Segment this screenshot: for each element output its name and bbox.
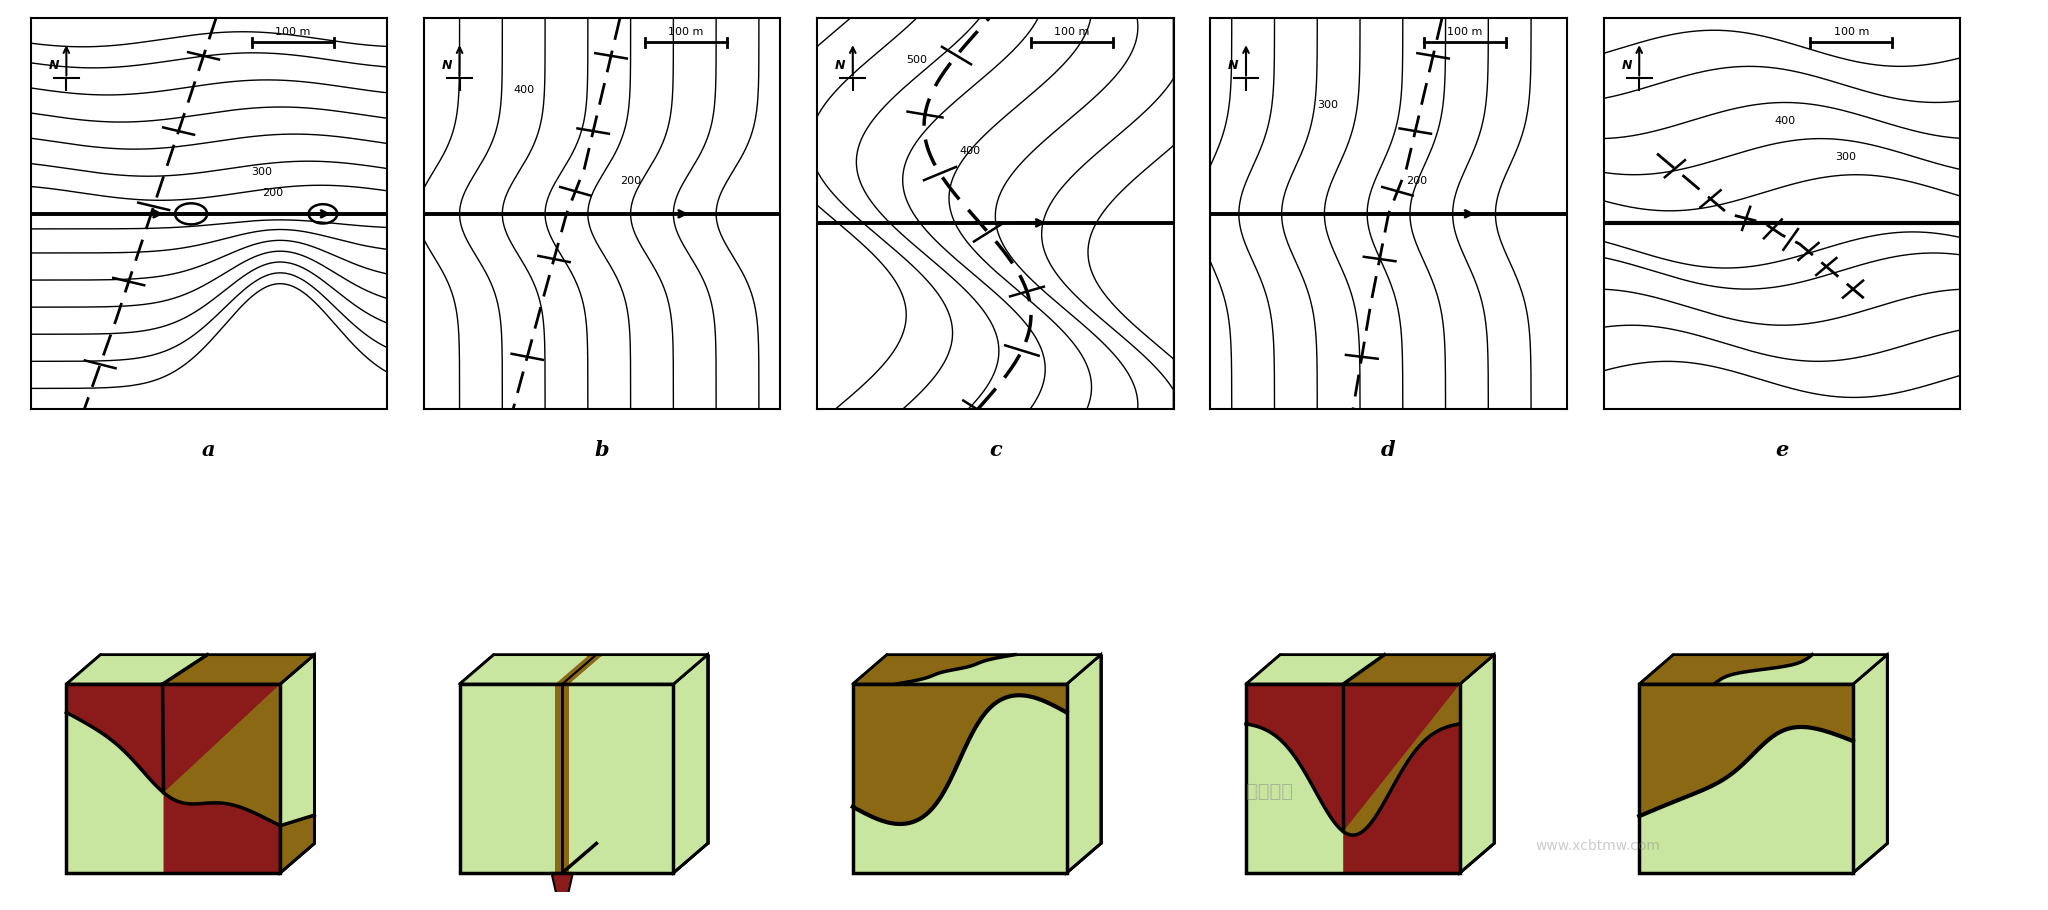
- Text: 老白博客: 老白博客: [1247, 783, 1292, 801]
- Polygon shape: [852, 684, 1067, 873]
- Polygon shape: [164, 684, 281, 873]
- Polygon shape: [895, 654, 1102, 684]
- Text: 100 m: 100 m: [1055, 26, 1090, 36]
- Text: 400: 400: [1776, 116, 1796, 126]
- Polygon shape: [1853, 654, 1888, 873]
- Text: N: N: [1229, 59, 1239, 73]
- Polygon shape: [1067, 654, 1102, 873]
- Polygon shape: [459, 844, 709, 873]
- Text: a: a: [203, 440, 215, 460]
- Text: 200: 200: [1407, 176, 1427, 186]
- Polygon shape: [1343, 654, 1495, 684]
- Text: 100 m: 100 m: [1448, 26, 1483, 36]
- Text: 200: 200: [621, 176, 641, 186]
- Text: 400: 400: [512, 86, 535, 96]
- Text: e: e: [1776, 440, 1788, 460]
- Polygon shape: [281, 815, 315, 873]
- Polygon shape: [1245, 684, 1460, 873]
- Text: N: N: [836, 59, 846, 73]
- Polygon shape: [918, 844, 1102, 873]
- Polygon shape: [1460, 654, 1495, 873]
- Polygon shape: [459, 684, 555, 873]
- Polygon shape: [162, 654, 315, 684]
- Text: www.xcbtmw.com: www.xcbtmw.com: [1536, 839, 1659, 854]
- Polygon shape: [1747, 684, 1853, 760]
- Text: 300: 300: [1317, 100, 1337, 110]
- Text: d: d: [1380, 440, 1397, 460]
- Polygon shape: [555, 684, 569, 873]
- Polygon shape: [674, 654, 709, 873]
- Polygon shape: [1245, 654, 1384, 684]
- Polygon shape: [1245, 684, 1343, 873]
- Polygon shape: [555, 654, 604, 684]
- Polygon shape: [281, 654, 315, 825]
- Polygon shape: [852, 654, 1102, 684]
- Polygon shape: [66, 844, 315, 873]
- Text: 100 m: 100 m: [1833, 26, 1870, 36]
- Text: N: N: [442, 59, 453, 73]
- Polygon shape: [66, 684, 164, 873]
- Text: b: b: [594, 440, 610, 460]
- Polygon shape: [852, 695, 1067, 873]
- Polygon shape: [1638, 654, 1888, 684]
- Text: c: c: [989, 440, 1001, 460]
- Polygon shape: [569, 684, 674, 873]
- Polygon shape: [459, 654, 590, 684]
- Polygon shape: [1638, 684, 1853, 873]
- Text: N: N: [49, 59, 59, 73]
- Text: 500: 500: [905, 56, 928, 66]
- Polygon shape: [66, 654, 207, 684]
- Text: 100 m: 100 m: [274, 26, 311, 36]
- Text: 400: 400: [961, 146, 981, 156]
- Text: 200: 200: [262, 187, 283, 197]
- Text: 300: 300: [1835, 152, 1855, 162]
- Text: 100 m: 100 m: [668, 26, 705, 36]
- Polygon shape: [551, 873, 573, 910]
- Polygon shape: [1638, 844, 1888, 873]
- Text: N: N: [1622, 59, 1632, 73]
- Text: 300: 300: [252, 167, 272, 177]
- Polygon shape: [569, 654, 709, 684]
- Polygon shape: [66, 684, 281, 873]
- Polygon shape: [852, 844, 950, 873]
- Polygon shape: [1638, 654, 1812, 684]
- Polygon shape: [1638, 684, 1853, 873]
- Polygon shape: [1245, 844, 1495, 873]
- Polygon shape: [1343, 684, 1460, 873]
